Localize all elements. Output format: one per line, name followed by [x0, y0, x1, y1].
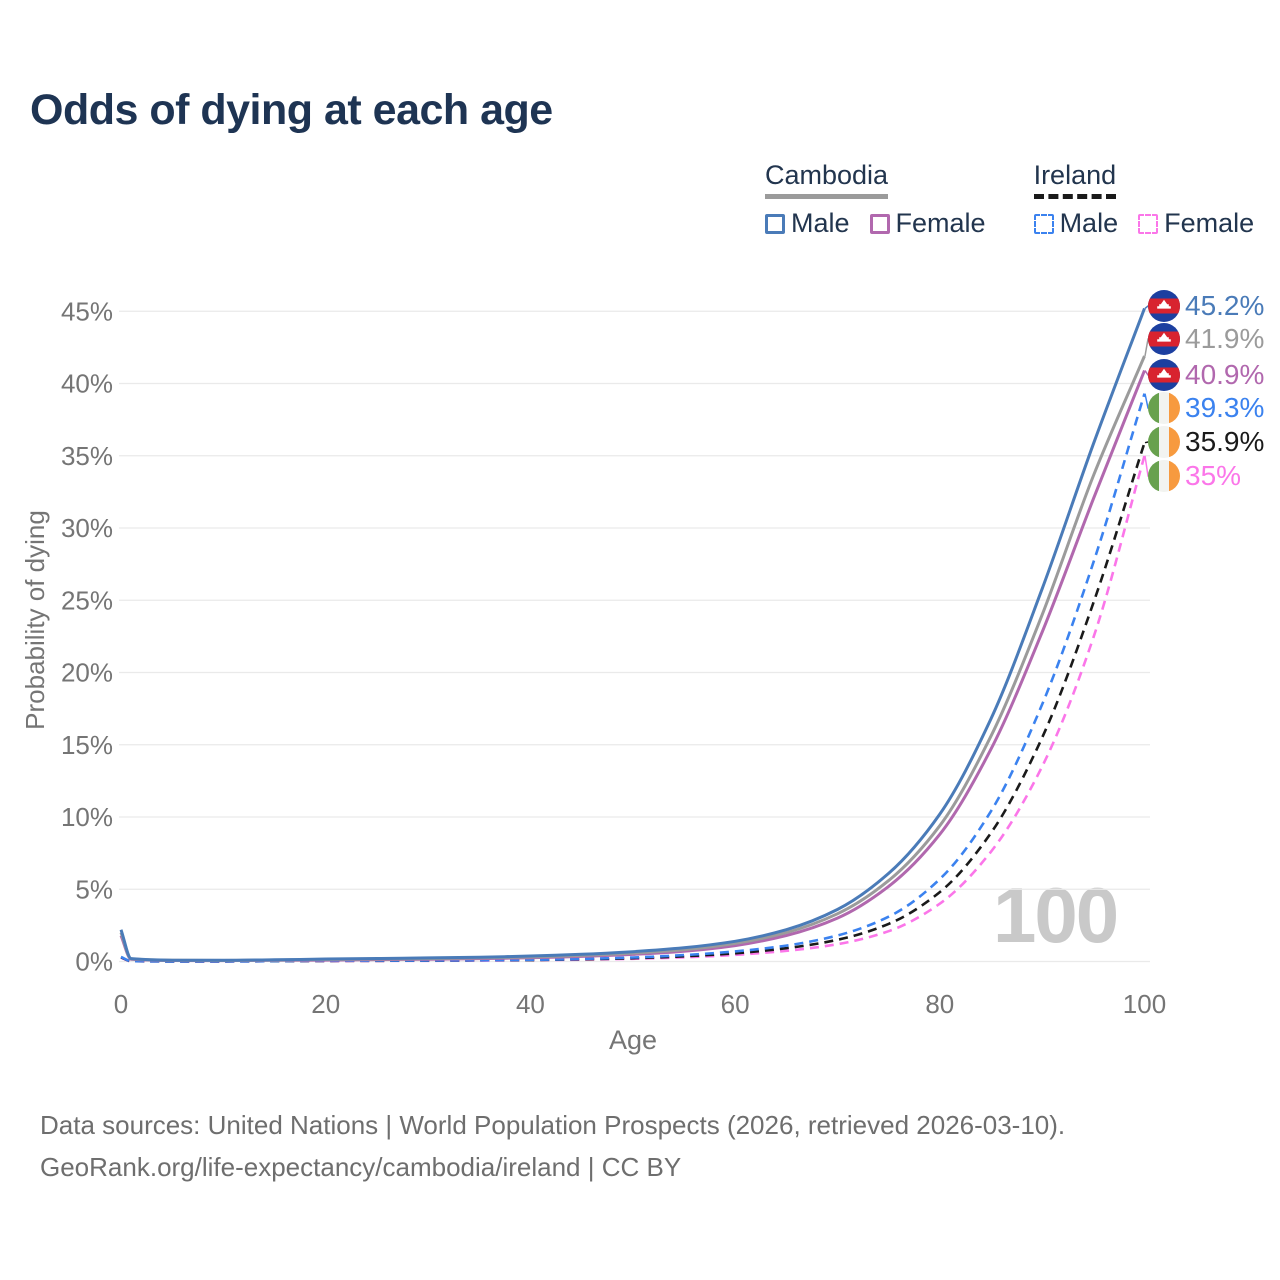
- end-label-row-ireland: 35.9%: [1148, 426, 1264, 458]
- cambodia-flag-icon: [1148, 359, 1180, 391]
- y-tick-label: 30%: [61, 513, 113, 543]
- end-label-value: 41.9%: [1185, 323, 1265, 354]
- end-label-row-cambodia-female: 40.9%: [1148, 359, 1264, 391]
- end-label-value: 39.3%: [1185, 392, 1265, 423]
- series-line-cambodia-male: [119, 307, 1146, 962]
- attribution-text: GeoRank.org/life-expectancy/cambodia/ire…: [40, 1152, 682, 1182]
- legend-item-label: Male: [791, 208, 850, 238]
- x-tick-label: 60: [721, 989, 750, 1019]
- legend-item-ireland-female[interactable]: Female: [1138, 208, 1254, 239]
- series-line-cambodia-female: [119, 369, 1146, 963]
- y-tick-label: 25%: [61, 585, 113, 615]
- end-label-row-ireland-female: 35%: [1148, 460, 1241, 492]
- footer: Data sources: United Nations | World Pop…: [40, 1104, 1065, 1188]
- legend-country-cambodia[interactable]: Cambodia: [765, 160, 889, 199]
- legend-item-cambodia-female[interactable]: Female: [869, 208, 986, 239]
- legend-item-ireland-male[interactable]: Male: [1033, 208, 1119, 239]
- gridlines: [119, 310, 1150, 963]
- x-axis-title: Age: [609, 1025, 657, 1055]
- y-tick-label: 40%: [61, 369, 113, 399]
- end-label-row-cambodia: 41.9%: [1148, 323, 1264, 355]
- legend: Cambodia Male Female Ireland Male Female: [765, 160, 1274, 239]
- hover-age-watermark: 100: [993, 871, 1119, 959]
- ireland-female-swatch-icon: [1138, 213, 1159, 234]
- end-label-value: 35%: [1185, 460, 1242, 491]
- legend-group-ireland: Ireland Male Female: [1033, 160, 1275, 239]
- y-tick-label: 45%: [61, 296, 113, 326]
- legend-group-cambodia: Cambodia Male Female: [765, 160, 1006, 239]
- ireland-flag-icon: [1148, 426, 1180, 458]
- y-tick-label: 20%: [61, 658, 113, 688]
- series-line-ireland: [120, 442, 1146, 963]
- x-tick-label: 0: [114, 989, 128, 1019]
- cambodia-female-swatch-icon: [869, 213, 890, 234]
- end-label-value: 40.9%: [1185, 359, 1265, 390]
- y-tick-label: 15%: [61, 730, 113, 760]
- data-lines: [119, 307, 1146, 963]
- legend-item-label: Female: [1164, 208, 1255, 238]
- ireland-male-swatch-icon: [1033, 213, 1054, 234]
- ireland-flag-icon: [1148, 460, 1180, 492]
- cambodia-flag-icon: [1148, 290, 1180, 322]
- legend-item-label: Female: [895, 208, 986, 238]
- line-chart[interactable]: Probability of dying Age 0% 5% 10% 15% 20% 25…: [0, 0, 1280, 1080]
- cambodia-male-swatch-icon: [765, 213, 785, 234]
- data-sources-text: Data sources: United Nations | World Pop…: [40, 1110, 1066, 1140]
- y-tick-label: 0%: [75, 947, 113, 977]
- end-label-row-ireland-male: 39.3%: [1148, 392, 1264, 424]
- ireland-flag-icon: [1148, 392, 1180, 424]
- end-label-value: 45.2%: [1185, 290, 1265, 321]
- y-axis-title: Probability of dying: [20, 510, 50, 730]
- cambodia-flag-icon: [1148, 323, 1180, 355]
- legend-item-label: Male: [1059, 208, 1119, 238]
- end-label-row-cambodia-male: 45.2%: [1148, 290, 1264, 322]
- x-tick-label: 100: [1123, 989, 1166, 1019]
- y-tick-label: 10%: [61, 802, 113, 832]
- axis-tick-labels: 0% 5% 10% 15% 20% 25% 30% 35% 40% 45% 0 20 40 60 80 100: [61, 296, 1166, 1019]
- series-line-ireland-female: [120, 455, 1146, 963]
- x-tick-label: 20: [311, 989, 340, 1019]
- y-tick-label: 5%: [75, 874, 113, 904]
- series-line-ireland-male: [120, 393, 1146, 963]
- x-tick-label: 80: [925, 989, 954, 1019]
- y-tick-label: 35%: [61, 441, 113, 471]
- end-label-value: 35.9%: [1185, 426, 1265, 457]
- legend-item-cambodia-male[interactable]: Male: [765, 208, 850, 239]
- legend-country-ireland[interactable]: Ireland: [1033, 160, 1117, 199]
- page-title: Odds of dying at each age: [30, 86, 553, 134]
- series-line-cambodia: [119, 355, 1146, 962]
- x-tick-label: 40: [516, 989, 545, 1019]
